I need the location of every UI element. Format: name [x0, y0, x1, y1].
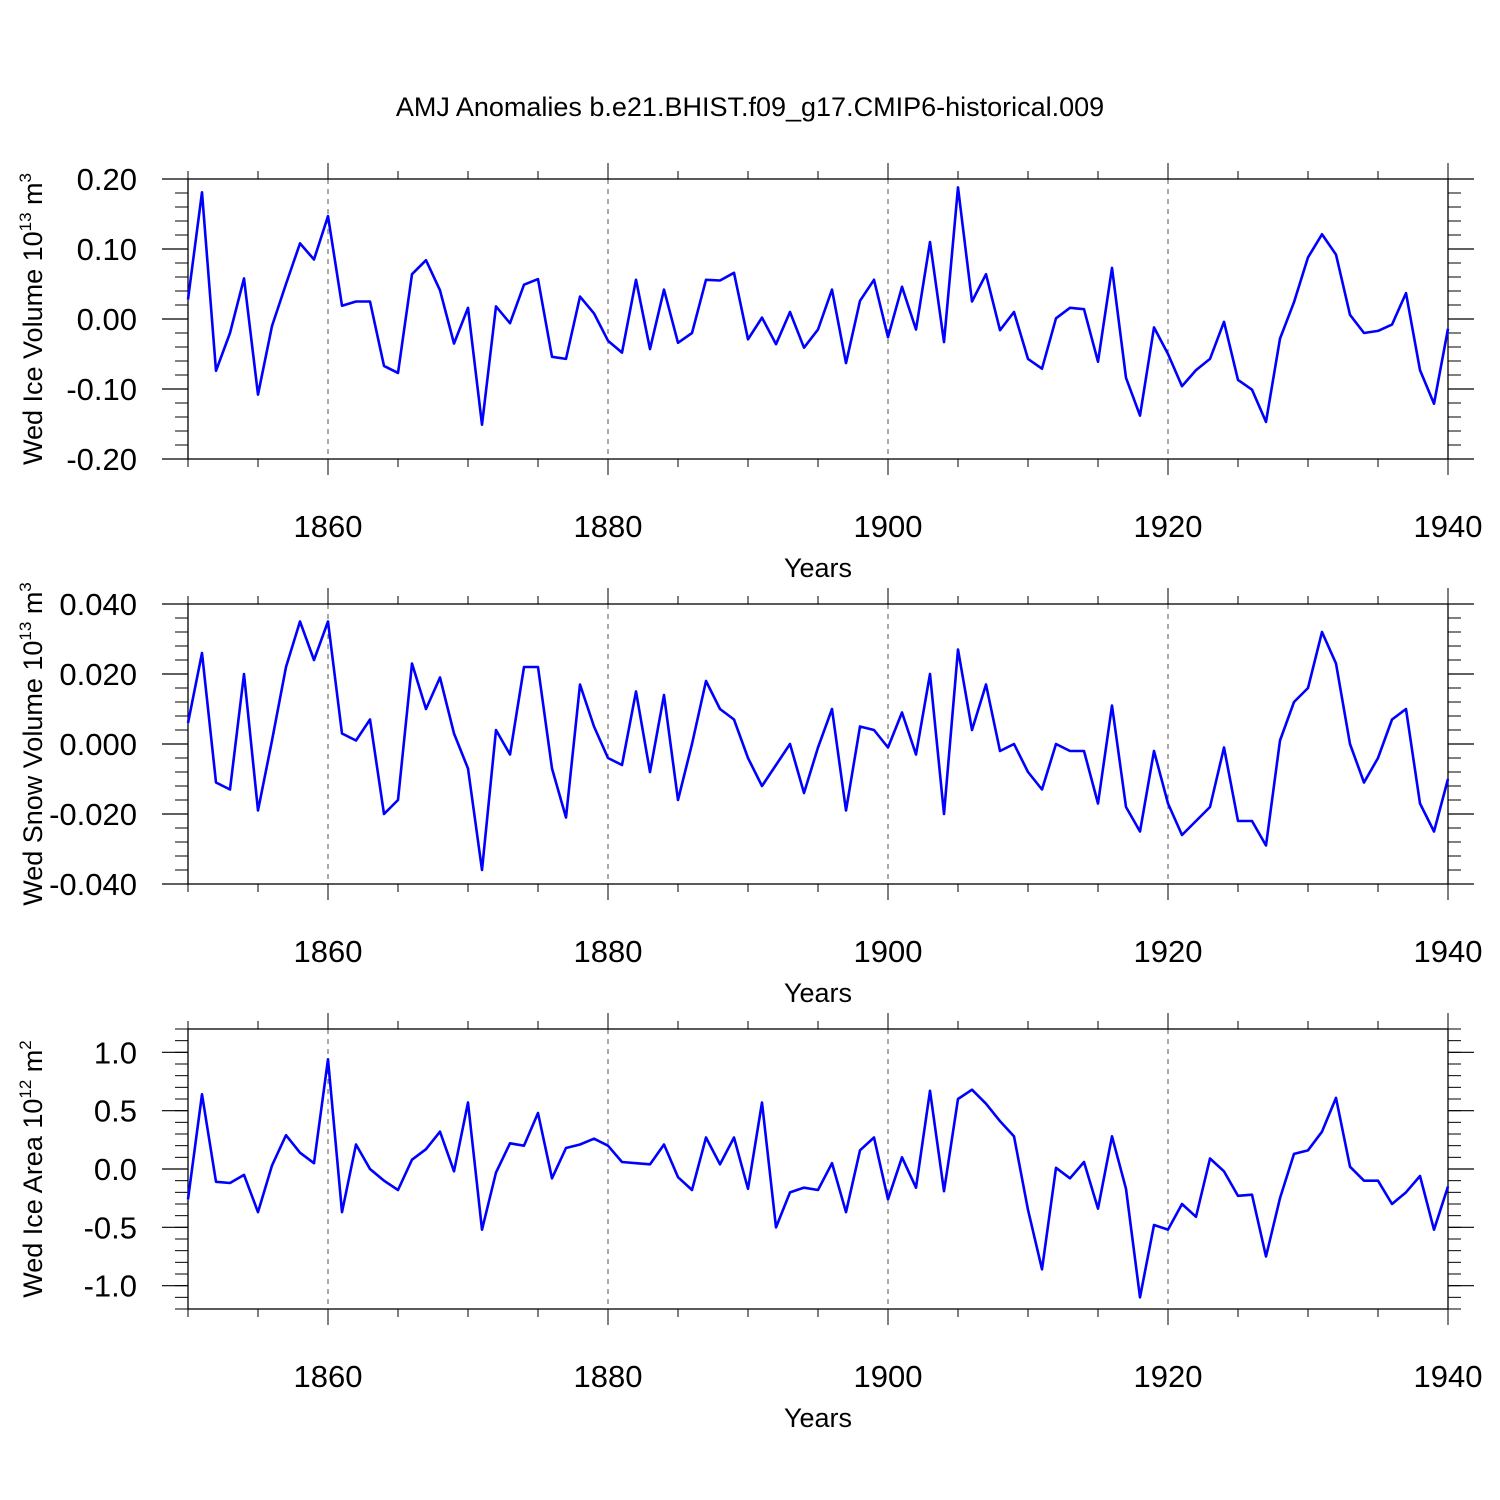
- y-axis-title-unit: m: [18, 592, 48, 622]
- y-tick-label: 0.00: [77, 302, 137, 337]
- y-tick-label: 0.0: [94, 1152, 137, 1187]
- x-tick-label: 1900: [854, 509, 923, 544]
- y-axis-title-exponent: 13: [16, 212, 35, 231]
- x-tick-label: 1880: [574, 1359, 643, 1394]
- y-tick-label: -0.10: [66, 372, 137, 407]
- y-axis-title-unit: m: [18, 182, 48, 212]
- chart-panel-1: -0.20 -0.10 0.00 0.10 0.20 1860 1880 1900 1920 19…: [16, 162, 1482, 583]
- chart-panel-3: -1.0 -0.5 0.0 0.5 1.0 1860 1880 1900 1920 1940 Yea…: [16, 1013, 1482, 1433]
- y-tick-label: -0.20: [66, 442, 137, 477]
- plot-frame: [187, 1028, 1449, 1310]
- series-line: [186, 186, 1450, 427]
- figure-title: AMJ Anomalies b.e21.BHIST.f09_g17.CMIP6-…: [396, 92, 1104, 122]
- x-axis-title: Years: [784, 978, 852, 1008]
- y-axis-title: Wed Snow Volume 1013 m3: [16, 582, 48, 906]
- y-tick-label: -0.020: [49, 797, 137, 832]
- y-axis-title-main: Wed Ice Area 10: [18, 1099, 48, 1298]
- x-tick-label: 1880: [574, 509, 643, 544]
- y-axis-title-exponent: 13: [16, 622, 35, 641]
- y-axis-title: Wed Ice Volume 1013 m3: [16, 173, 48, 465]
- y-tick-label: 1.0: [94, 1035, 137, 1070]
- y-tick-label: 0.040: [59, 587, 137, 622]
- x-tick-label: 1940: [1414, 509, 1483, 544]
- x-tick-label: 1880: [574, 934, 643, 969]
- y-tick-label: -1.0: [84, 1269, 137, 1304]
- x-tick-label: 1860: [294, 934, 363, 969]
- y-tick-label: 0.020: [59, 657, 137, 692]
- chart-panel-2: -0.040 -0.020 0.000 0.020 0.040 1860 1880 1900 1…: [16, 582, 1482, 1008]
- series-line: [186, 1058, 1450, 1299]
- x-tick-label: 1920: [1134, 509, 1203, 544]
- x-tick-label: 1860: [294, 509, 363, 544]
- series-line: [186, 620, 1450, 872]
- x-axis-title: Years: [784, 553, 852, 583]
- y-axis-title-unit-exponent: 3: [16, 173, 35, 182]
- y-axis-title-unit-exponent: 3: [16, 582, 35, 591]
- y-axis-title-exponent: 12: [16, 1080, 35, 1099]
- x-axis-title: Years: [784, 1403, 852, 1433]
- y-tick-label: 0.20: [77, 162, 137, 197]
- y-tick-label: 0.000: [59, 727, 137, 762]
- x-tick-label: 1900: [854, 934, 923, 969]
- y-axis-title-unit: m: [18, 1050, 48, 1080]
- y-tick-label: -0.040: [49, 867, 137, 902]
- y-axis-title-unit-exponent: 2: [16, 1040, 35, 1049]
- x-tick-label: 1900: [854, 1359, 923, 1394]
- x-tick-label: 1940: [1414, 934, 1483, 969]
- plot-frame: [187, 178, 1449, 460]
- x-tick-label: 1860: [294, 1359, 363, 1394]
- y-axis-title-main: Wed Snow Volume 10: [18, 641, 48, 906]
- x-tick-label: 1920: [1134, 934, 1203, 969]
- x-tick-label: 1920: [1134, 1359, 1203, 1394]
- y-tick-label: 0.10: [77, 232, 137, 267]
- y-axis-title: Wed Ice Area 1012 m2: [16, 1040, 48, 1298]
- y-tick-label: 0.5: [94, 1094, 137, 1129]
- y-tick-label: -0.5: [84, 1210, 137, 1245]
- y-axis-title-main: Wed Ice Volume 10: [18, 231, 48, 465]
- x-tick-label: 1940: [1414, 1359, 1483, 1394]
